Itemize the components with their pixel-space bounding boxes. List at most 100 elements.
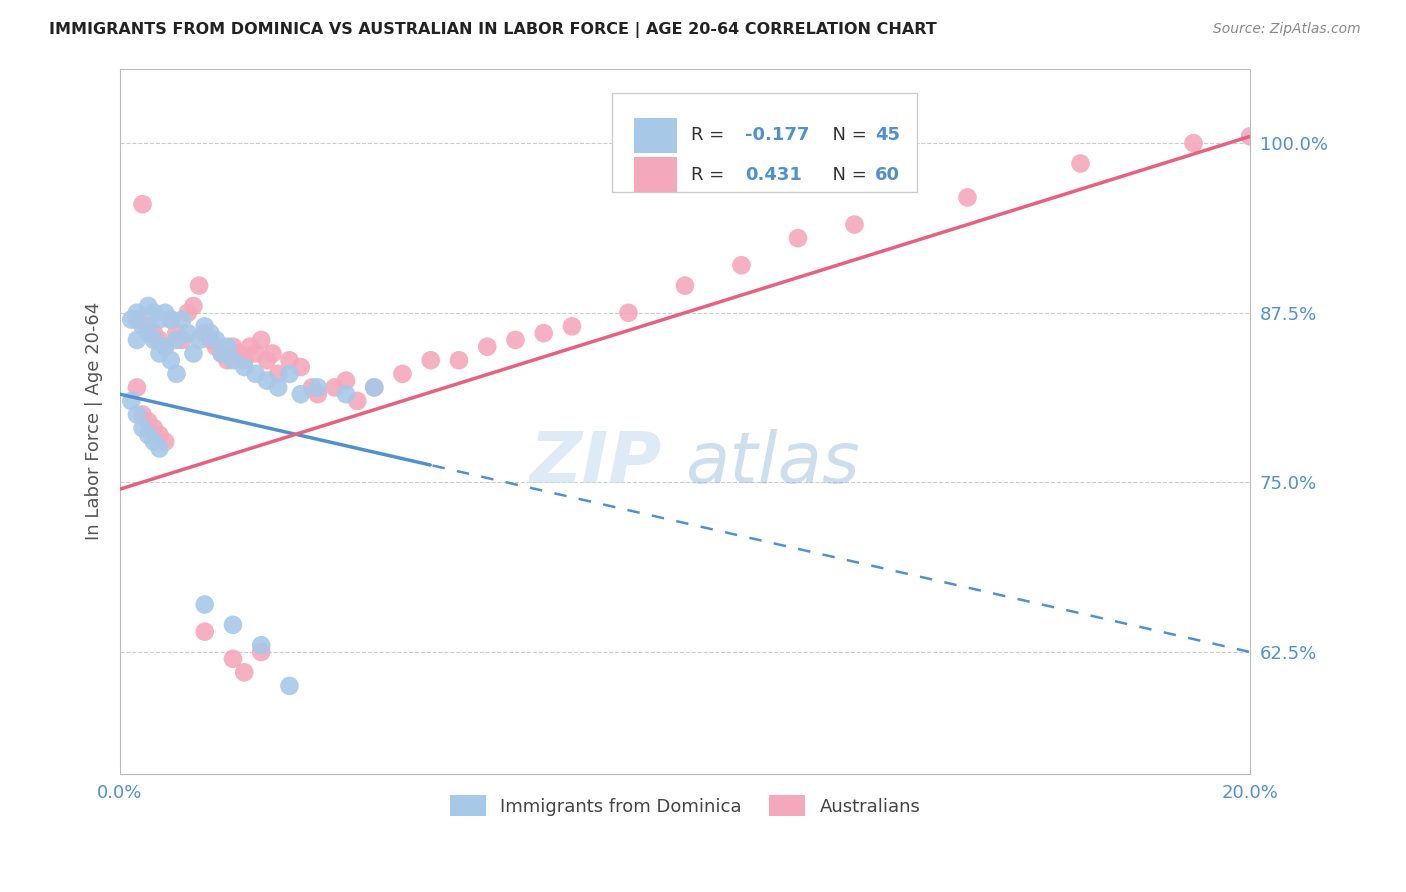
Text: R =: R = [690,166,735,184]
Point [290,387,312,401]
Point [125,306,148,320]
Point [256,374,278,388]
Point [166,326,188,340]
Point [194,319,217,334]
Point [194,326,217,340]
Point [131,197,153,211]
Point [307,380,329,394]
Point [447,353,470,368]
Point [125,333,148,347]
Point [194,598,217,612]
Point [505,333,527,347]
Point [245,346,267,360]
Point [142,326,165,340]
Point [301,380,323,394]
Point [136,319,159,334]
Point [142,434,165,449]
Point [335,374,357,388]
Text: atlas: atlas [685,429,859,498]
Point [205,333,228,347]
Text: -0.177: -0.177 [745,127,810,145]
Point [200,333,222,347]
Point [419,353,441,368]
Point [125,312,148,326]
Point [200,326,222,340]
Point [172,312,194,326]
Point [1182,136,1205,150]
Point [363,380,385,394]
Point [159,312,181,326]
Point [153,306,176,320]
Point [222,353,245,368]
Point [477,340,499,354]
Point [290,359,312,374]
Point [1239,129,1261,144]
Point [142,333,165,347]
Point [148,333,170,347]
FancyBboxPatch shape [634,118,678,153]
Point [188,333,211,347]
Point [211,346,233,360]
Point [205,340,228,354]
Point [844,218,866,232]
Point [228,346,250,360]
Text: N =: N = [821,166,872,184]
Point [222,618,245,632]
Point [188,278,211,293]
Point [245,367,267,381]
Point [211,346,233,360]
Point [125,408,148,422]
Point [136,326,159,340]
Point [183,346,205,360]
Point [250,638,273,652]
Point [159,312,181,326]
Point [142,306,165,320]
Point [533,326,555,340]
Point [787,231,810,245]
Point [250,333,273,347]
Point [363,380,385,394]
Text: 0.431: 0.431 [745,166,801,184]
Point [233,353,256,368]
Point [120,394,142,409]
Point [346,394,368,409]
Point [131,408,153,422]
Point [148,428,170,442]
Point [307,387,329,401]
Point [730,258,752,272]
Point [391,367,413,381]
Point [177,306,200,320]
Point [222,340,245,354]
Point [278,679,301,693]
Point [183,299,205,313]
Text: IMMIGRANTS FROM DOMINICA VS AUSTRALIAN IN LABOR FORCE | AGE 20-64 CORRELATION CH: IMMIGRANTS FROM DOMINICA VS AUSTRALIAN I… [49,22,936,38]
Point [177,326,200,340]
Point [256,353,278,368]
Point [166,367,188,381]
Point [239,340,262,354]
Point [131,319,153,334]
Point [159,353,181,368]
Point [561,319,583,334]
Point [172,333,194,347]
Point [1069,156,1091,170]
Point [131,421,153,435]
Point [250,645,273,659]
Point [148,346,170,360]
Y-axis label: In Labor Force | Age 20-64: In Labor Force | Age 20-64 [86,302,103,541]
Point [153,434,176,449]
Point [125,380,148,394]
Point [323,380,346,394]
Point [166,333,188,347]
Point [233,665,256,680]
Point [335,387,357,401]
Point [278,367,301,381]
Legend: Immigrants from Dominica, Australians: Immigrants from Dominica, Australians [440,786,929,825]
Point [222,652,245,666]
Point [278,353,301,368]
Point [267,367,290,381]
Point [217,353,239,368]
Text: ZIP: ZIP [530,429,662,498]
Point [194,624,217,639]
Text: Source: ZipAtlas.com: Source: ZipAtlas.com [1213,22,1361,37]
